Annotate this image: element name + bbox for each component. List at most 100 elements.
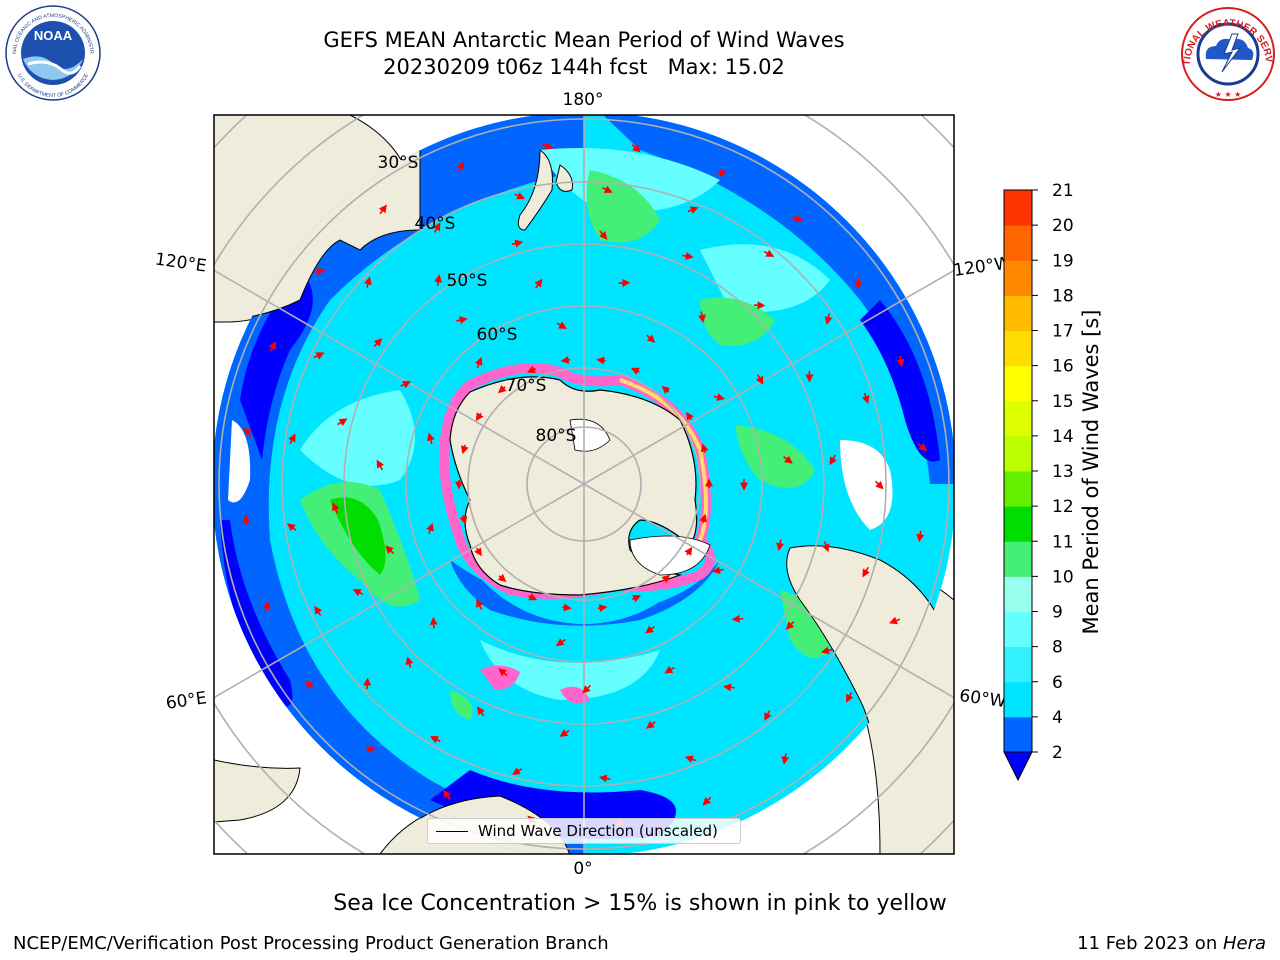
wind-wave-arrow [781, 753, 790, 765]
wind-wave-arrow [686, 411, 694, 421]
wind-wave-arrow [582, 684, 591, 694]
colorbar-tick-label: 14 [1052, 427, 1074, 447]
wind-wave-arrow [821, 541, 830, 553]
colorbar-tick-label: 18 [1052, 286, 1074, 306]
wind-wave-arrow [555, 638, 566, 647]
wind-wave-arrow [889, 616, 901, 625]
wind-wave-arrow [661, 574, 671, 584]
wind-wave-arrow [460, 444, 469, 455]
wind-wave-arrow [854, 277, 863, 290]
colorbar-segment [1004, 435, 1032, 472]
wind-wave-direction-arrows [242, 141, 928, 827]
wind-wave-arrow [702, 796, 712, 806]
colorbar-tick-label: 15 [1052, 392, 1074, 412]
wind-wave-arrow [753, 301, 766, 310]
wind-wave-arrow [764, 710, 772, 722]
colorbar-tick-label: 19 [1052, 251, 1074, 271]
footer-host: Hera [1222, 933, 1266, 954]
wind-wave-arrow [560, 355, 571, 364]
wind-wave-arrow [862, 566, 870, 578]
wind-wave-arrow [542, 141, 554, 150]
wind-wave-arrow [715, 169, 728, 178]
wind-wave-arrow [723, 683, 735, 692]
colorbar-segment [1004, 681, 1032, 718]
map-legend: Wind Wave Direction (unscaled) [427, 818, 741, 844]
colorbar-tick-label: 17 [1052, 322, 1074, 342]
colorbar-extend-min [1003, 751, 1033, 782]
lat-label-30s: 30°S [378, 153, 419, 173]
colorbar-segment [1004, 716, 1032, 753]
colorbar-segment [1004, 225, 1032, 261]
wind-wave-arrow [664, 665, 675, 674]
colorbar-segment [1004, 365, 1032, 402]
wind-wave-arrow [497, 384, 507, 394]
colorbar-tick-label: 8 [1052, 638, 1063, 658]
lon-label-60e: 60°E [165, 688, 208, 713]
wind-wave-arrow [861, 392, 870, 404]
wind-wave-arrow [731, 614, 744, 623]
lon-label-120e: 120°E [154, 250, 208, 277]
wind-wave-arrow [916, 530, 925, 543]
wind-wave-arrow [526, 365, 537, 373]
colorbar-segment [1004, 400, 1032, 437]
colorbar-label: Mean Period of Wind Waves [s] [1079, 310, 1103, 635]
wind-wave-arrow [631, 144, 641, 153]
wind-wave-arrow [699, 513, 708, 524]
wind-wave-arrow [785, 621, 795, 630]
wind-wave-arrow [313, 352, 325, 360]
chart-subtitle-run: 20230209 t06z 144h fcst Max: 15.02 [383, 55, 785, 79]
wind-wave-arrow [427, 432, 435, 444]
colorbar-tick-label: 13 [1052, 462, 1074, 482]
wind-wave-arrow [373, 338, 383, 348]
wind-wave-arrow [684, 546, 693, 556]
colorbar-segment [1004, 611, 1032, 648]
wind-wave-arrow [314, 605, 323, 616]
colorbar-tick-label: 12 [1052, 497, 1074, 517]
wind-wave-arrow [475, 412, 484, 422]
wind-wave-arrow [474, 356, 483, 369]
colorbar-tick-label: 16 [1052, 357, 1074, 377]
wind-wave-arrow [755, 374, 764, 385]
wind-wave-arrow [559, 729, 570, 737]
wind-wave-arrow [645, 625, 655, 634]
wind-wave-arrow [684, 755, 697, 764]
lat-label-50s: 50°S [447, 271, 488, 291]
colorbar-tick-label: 9 [1052, 603, 1063, 623]
wind-wave-arrow [630, 367, 640, 375]
wind-wave-arrow [682, 252, 694, 260]
wind-wave-arrow [646, 720, 656, 729]
wind-wave-arrow [432, 222, 441, 233]
wind-wave-arrow [661, 385, 671, 395]
legend-label: Wind Wave Direction (unscaled) [478, 822, 718, 840]
wind-wave-arrow [376, 459, 385, 471]
sea-ice-note: Sea Ice Concentration > 15% is shown in … [333, 891, 947, 916]
wind-wave-arrow [243, 426, 252, 437]
wind-wave-arrow [776, 539, 785, 552]
colorbar-tick-label: 2 [1052, 743, 1063, 763]
wind-wave-arrow [528, 593, 538, 601]
wind-wave-arrow [434, 274, 443, 286]
colorbar-segment [1004, 190, 1032, 226]
wind-wave-arrow [917, 443, 928, 452]
chart-title: GEFS MEAN Antarctic Mean Period of Wind … [323, 28, 845, 52]
wind-wave-arrow [700, 443, 709, 453]
wind-wave-arrow [712, 566, 724, 575]
colorbar-tick-label: 11 [1052, 532, 1074, 552]
colorbar-segment [1004, 330, 1032, 367]
wind-wave-arrow [697, 311, 706, 323]
wind-wave-arrow [598, 774, 611, 783]
wind-wave-arrow [846, 692, 854, 703]
wind-wave-arrow [426, 522, 434, 535]
lon-label-120w: 120°W [952, 253, 1012, 281]
colorbar-segment [1004, 471, 1032, 507]
wind-wave-arrow [514, 192, 526, 200]
colorbar-segment [1004, 646, 1032, 683]
wind-wave-arrow [286, 523, 297, 532]
wind-wave-arrow [596, 356, 606, 365]
map-frame [213, 114, 955, 855]
wind-wave-arrow [791, 214, 804, 223]
wind-wave-arrow [262, 601, 271, 613]
wind-wave-arrow [337, 418, 348, 427]
lat-label-40s: 40°S [415, 214, 456, 234]
footer-date-text: 11 Feb 2023 on [1077, 933, 1223, 954]
